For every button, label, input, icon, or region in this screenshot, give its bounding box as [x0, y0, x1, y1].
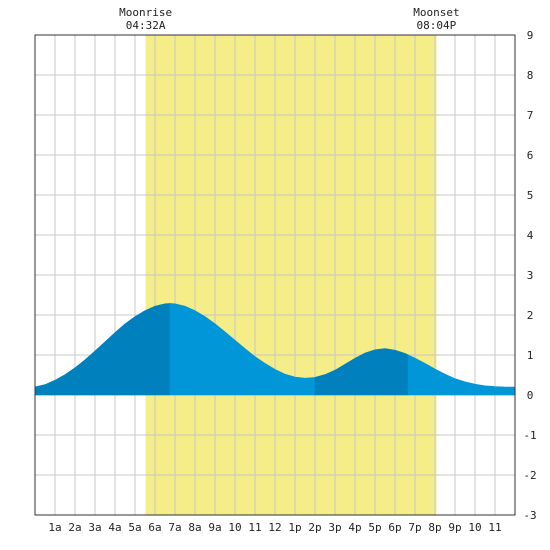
moonrise-label: Moonrise [119, 6, 172, 19]
x-tick-label: 8p [428, 521, 441, 534]
tide-area-rising [34, 303, 171, 396]
x-tick-label: 3p [328, 521, 341, 534]
tide-area-falling [169, 303, 316, 396]
y-tick-label: 2 [527, 309, 534, 322]
x-tick-label: 3a [88, 521, 101, 534]
y-tick-label: 1 [527, 349, 534, 362]
tide-area-rising [314, 348, 409, 396]
y-tick-label: 9 [527, 29, 534, 42]
x-tick-label: 6p [388, 521, 401, 534]
x-tick-label: 9p [448, 521, 461, 534]
x-tick-label: 12 [268, 521, 281, 534]
tide-area-falling [407, 354, 516, 396]
x-tick-label: 7p [408, 521, 421, 534]
moonrise-time: 04:32A [126, 19, 166, 32]
x-tick-label: 1a [48, 521, 61, 534]
plot-frame-layer [34, 34, 516, 516]
x-tick-label: 10 [468, 521, 481, 534]
x-tick-label: 1p [288, 521, 301, 534]
y-tick-label: 3 [527, 269, 534, 282]
y-tick-label: 4 [527, 229, 534, 242]
x-tick-label: 2p [308, 521, 321, 534]
x-tick-label: 11 [248, 521, 261, 534]
moonset-label: Moonset [413, 6, 459, 19]
x-tick-label: 7a [168, 521, 181, 534]
y-tick-label: 5 [527, 189, 534, 202]
y-tick-label: -2 [523, 469, 536, 482]
y-tick-label: 7 [527, 109, 534, 122]
y-tick-label: 0 [527, 389, 534, 402]
y-tick-label: -1 [523, 429, 536, 442]
x-tick-label: 4a [108, 521, 121, 534]
x-tick-label: 2a [68, 521, 81, 534]
y-tick-label: -3 [523, 509, 536, 522]
x-tick-label: 10 [228, 521, 241, 534]
x-tick-label: 5p [368, 521, 381, 534]
x-tick-labels: 1a 2a 3a 4a 5a 6a 7a 8a 9a 10 11 12 1p 2p 3p 4p 5p 6p 7p 8p… [48, 521, 501, 534]
moonset-time: 08:04P [417, 19, 457, 32]
y-tick-label: 6 [527, 149, 534, 162]
x-tick-label: 5a [128, 521, 141, 534]
x-tick-label: 9a [208, 521, 221, 534]
tide-layer [34, 303, 516, 396]
x-tick-label: 11 [488, 521, 501, 534]
x-tick-label: 4p [348, 521, 361, 534]
x-tick-label: 6a [148, 521, 161, 534]
y-tick-labels: -3 -2 -1 0 1 2 3 4 5 6 7 8 9 [523, 29, 536, 522]
x-tick-label: 8a [188, 521, 201, 534]
grid-layer [35, 35, 515, 515]
plot-frame [34, 34, 516, 516]
y-tick-label: 8 [527, 69, 534, 82]
